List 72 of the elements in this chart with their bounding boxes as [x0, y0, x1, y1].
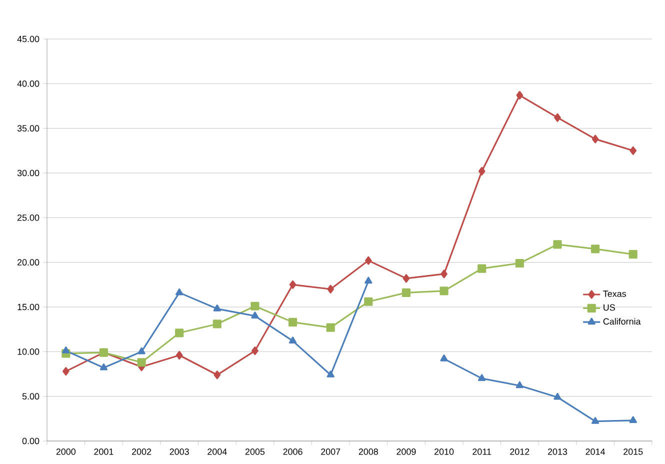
y-tick-label: 35.00 — [17, 125, 40, 132]
x-tick-label: 2003 — [170, 448, 189, 455]
y-tick-label: 45.00 — [17, 36, 40, 42]
point — [591, 244, 600, 254]
x-tick-label: 2005 — [245, 448, 265, 455]
x-tick-label: 2007 — [321, 448, 340, 455]
point — [288, 318, 298, 326]
x-tick-label: 2014 — [586, 448, 605, 455]
point — [62, 367, 70, 376]
point — [327, 284, 334, 294]
y-tick-label: 10.00 — [18, 348, 40, 355]
x-tick-label: 2002 — [132, 448, 152, 455]
x-tick-label: 2006 — [283, 448, 302, 455]
point — [554, 113, 561, 122]
y-tick-label: 15.00 — [18, 304, 40, 310]
y-tick-label: 0.00 — [22, 438, 40, 444]
point — [214, 370, 221, 380]
point — [440, 270, 448, 278]
point — [478, 264, 486, 273]
point — [628, 250, 638, 259]
y-tick-label: 20.00 — [18, 259, 40, 266]
point — [252, 346, 258, 356]
point — [516, 381, 524, 388]
point — [137, 358, 146, 367]
point — [326, 323, 335, 332]
x-tick-label: 2001 — [94, 448, 114, 455]
point — [251, 312, 259, 318]
point — [100, 363, 108, 370]
point — [212, 320, 222, 328]
y-tick-label: 30.00 — [17, 170, 40, 176]
x-tick-label: 2009 — [396, 448, 416, 455]
point — [629, 416, 637, 423]
y-tick-label: 25.00 — [18, 214, 40, 221]
point — [289, 280, 296, 289]
x-tick-label: 2012 — [510, 448, 530, 455]
point — [175, 328, 184, 338]
point — [364, 276, 372, 284]
x-tick-label: 2004 — [208, 448, 227, 455]
point — [516, 90, 524, 100]
point — [364, 256, 372, 265]
point — [176, 288, 184, 296]
point — [402, 288, 411, 297]
y-tick-label: 40.00 — [17, 80, 40, 87]
legend-label: Texas — [603, 290, 626, 297]
legend-label: California — [603, 318, 641, 325]
point — [402, 274, 410, 283]
x-tick-label: 2010 — [434, 448, 454, 455]
point — [326, 370, 334, 378]
y-tick-label: 5.00 — [22, 393, 40, 400]
x-tick-label: 2013 — [548, 448, 568, 455]
point — [288, 336, 297, 344]
point — [176, 350, 183, 360]
point — [630, 146, 637, 155]
point — [62, 346, 70, 354]
point — [515, 258, 524, 268]
point — [592, 134, 599, 144]
x-tick-label: 2015 — [624, 448, 643, 455]
point — [440, 354, 448, 362]
point — [553, 240, 562, 249]
point — [213, 304, 221, 312]
x-tick-label: 2000 — [56, 448, 76, 455]
point — [478, 166, 486, 176]
point — [250, 302, 260, 310]
point — [364, 297, 373, 306]
point — [440, 286, 448, 296]
legend-label: US — [604, 304, 615, 311]
x-tick-label: 2011 — [472, 448, 492, 455]
point — [554, 392, 562, 400]
point — [591, 417, 600, 424]
point — [478, 374, 486, 382]
x-tick-label: 2008 — [358, 448, 378, 455]
point — [138, 347, 146, 354]
